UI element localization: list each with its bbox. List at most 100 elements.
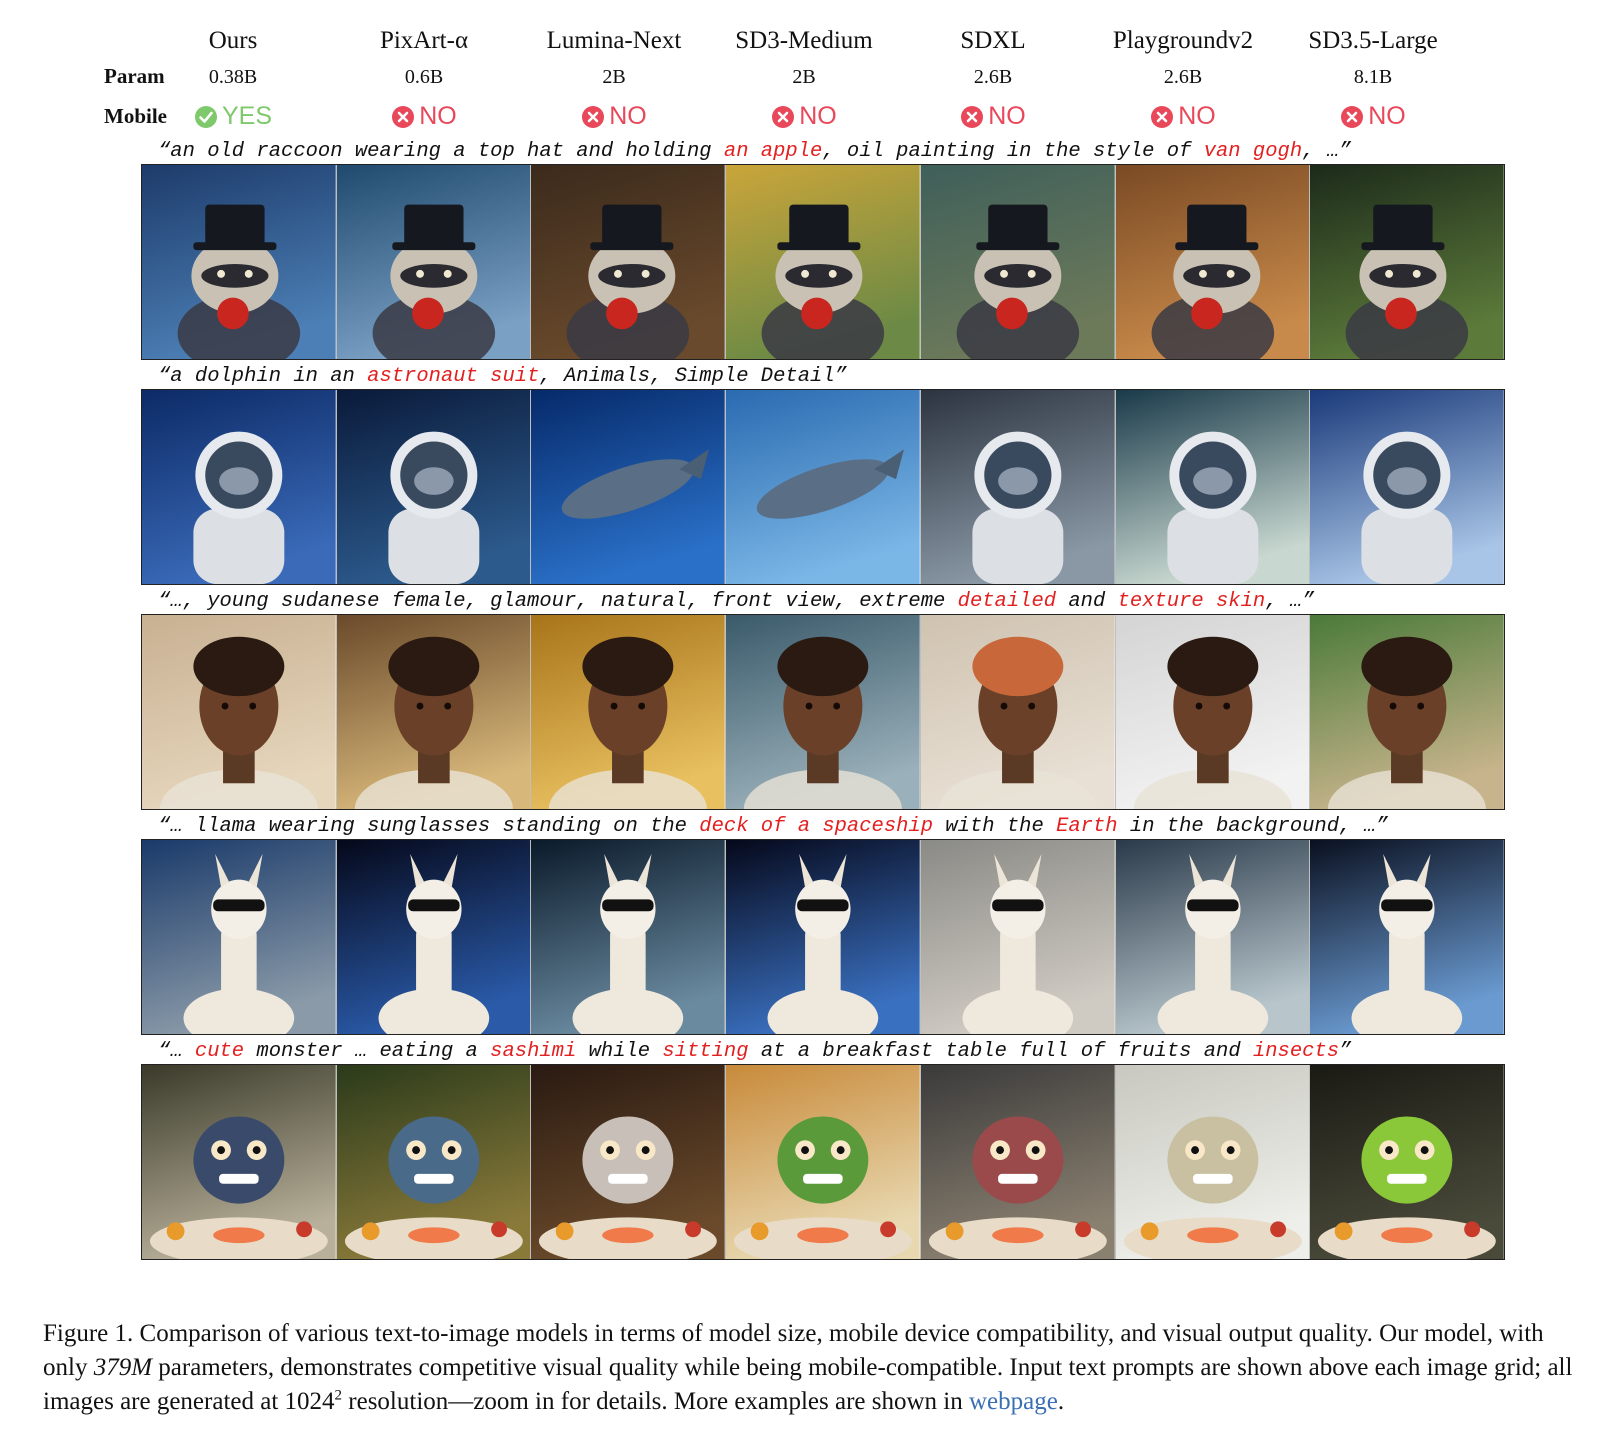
x-circle-icon bbox=[1151, 105, 1174, 128]
model-name: Lumina-Next bbox=[546, 27, 682, 54]
mobile-value-text: NO bbox=[1368, 102, 1406, 130]
raccoon-image bbox=[142, 165, 336, 359]
llama-image bbox=[336, 840, 531, 1034]
prompt-segment: and bbox=[1056, 590, 1118, 613]
generated-image bbox=[726, 1065, 921, 1259]
generated-image bbox=[1310, 390, 1505, 584]
param-value: 2.6B bbox=[1163, 66, 1203, 88]
mobile-no: NO bbox=[326, 102, 522, 131]
monster-image bbox=[1310, 1065, 1505, 1259]
prompt-segment: “an old raccoon wearing a top hat and ho… bbox=[158, 140, 724, 163]
prompt-keyword: van gogh bbox=[1203, 140, 1303, 163]
caption-text-1: Figure 1. Comparison of various text-to-… bbox=[43, 1320, 1544, 1381]
prompt-text: “… cute monster … eating a sashimi while… bbox=[158, 1040, 1558, 1066]
portrait-image bbox=[531, 615, 726, 809]
monster-image bbox=[336, 1065, 531, 1259]
param-label: Param bbox=[104, 64, 165, 88]
prompt-segment: , oil painting in the style of bbox=[822, 140, 1204, 163]
llama-image bbox=[1115, 840, 1310, 1034]
prompt-keyword: texture skin bbox=[1117, 590, 1266, 613]
raccoon-image bbox=[1310, 165, 1505, 359]
dolphin-image bbox=[336, 390, 531, 584]
generated-image bbox=[920, 840, 1116, 1034]
image-row-raccoon bbox=[141, 164, 1505, 360]
llama-image bbox=[726, 840, 920, 1034]
image-row-llama bbox=[141, 839, 1505, 1035]
generated-image bbox=[531, 840, 727, 1034]
llama-image bbox=[531, 840, 726, 1034]
model-name: SD3-Medium bbox=[735, 27, 873, 54]
model-name: SDXL bbox=[960, 27, 1026, 54]
generated-image bbox=[531, 165, 727, 359]
generated-image bbox=[142, 1065, 337, 1259]
prompt-keyword: an apple bbox=[723, 140, 823, 163]
prompt-keyword: Earth bbox=[1056, 815, 1118, 838]
figure-caption: Figure 1. Comparison of various text-to-… bbox=[43, 1317, 1573, 1419]
param-value: 2B bbox=[792, 66, 816, 88]
prompt-text: “a dolphin in an astronaut suit, Animals… bbox=[158, 365, 1558, 391]
generated-image bbox=[1310, 615, 1505, 809]
generated-image bbox=[1115, 840, 1311, 1034]
param-value: 2B bbox=[602, 66, 626, 88]
prompt-keyword: insects bbox=[1252, 1040, 1340, 1063]
mobile-no: NO bbox=[516, 102, 712, 131]
generated-image bbox=[726, 165, 921, 359]
mobile-value-text: NO bbox=[419, 102, 457, 130]
prompt-segment: , …” bbox=[1302, 140, 1352, 163]
mobile-value-text: NO bbox=[988, 102, 1026, 130]
model-name: Ours bbox=[208, 27, 258, 54]
dolphin-image bbox=[920, 390, 1115, 584]
monster-image bbox=[726, 1065, 920, 1259]
x-circle-icon bbox=[582, 105, 605, 128]
generated-image bbox=[142, 390, 337, 584]
generated-image bbox=[336, 1065, 532, 1259]
generated-image bbox=[531, 1065, 727, 1259]
mobile-yes: YES bbox=[135, 102, 331, 131]
generated-image bbox=[920, 1065, 1116, 1259]
generated-image bbox=[1115, 390, 1311, 584]
generated-image bbox=[142, 165, 337, 359]
raccoon-image bbox=[726, 165, 920, 359]
caption-text-4: . bbox=[1057, 1388, 1065, 1415]
x-circle-icon bbox=[961, 105, 984, 128]
portrait-image bbox=[1115, 615, 1310, 809]
prompt-text: “… llama wearing sunglasses standing on … bbox=[158, 815, 1558, 841]
mobile-value-text: NO bbox=[799, 102, 837, 130]
prompt-segment: while bbox=[576, 1040, 663, 1063]
prompt-text: “…, young sudanese female, glamour, natu… bbox=[158, 590, 1558, 616]
prompt-segment: “… llama wearing sunglasses standing on … bbox=[158, 815, 700, 838]
generated-image bbox=[726, 615, 921, 809]
x-circle-icon bbox=[1341, 105, 1364, 128]
prompt-segment: at a breakfast table full of fruits and bbox=[748, 1040, 1253, 1063]
prompt-keyword: detailed bbox=[957, 590, 1057, 613]
generated-image bbox=[336, 615, 532, 809]
generated-image bbox=[1115, 1065, 1311, 1259]
raccoon-image bbox=[920, 165, 1115, 359]
mobile-value-text: NO bbox=[609, 102, 647, 130]
model-name: Playgroundv2 bbox=[1112, 27, 1254, 54]
dolphin-image bbox=[1310, 390, 1505, 584]
monster-image bbox=[920, 1065, 1115, 1259]
llama-image bbox=[142, 840, 336, 1034]
generated-image bbox=[1310, 1065, 1505, 1259]
portrait-image bbox=[920, 615, 1115, 809]
check-circle-icon bbox=[194, 105, 217, 128]
x-circle-icon bbox=[392, 105, 415, 128]
webpage-link[interactable]: webpage bbox=[968, 1388, 1058, 1415]
generated-image bbox=[142, 615, 337, 809]
mobile-no: NO bbox=[1275, 102, 1471, 131]
generated-image bbox=[920, 165, 1116, 359]
param-value: 8.1B bbox=[1353, 66, 1393, 88]
prompt-segment: with the bbox=[933, 815, 1057, 838]
generated-image bbox=[336, 165, 532, 359]
raccoon-image bbox=[336, 165, 531, 359]
generated-image bbox=[336, 390, 532, 584]
generated-image bbox=[1310, 165, 1505, 359]
prompt-segment: , …” bbox=[1265, 590, 1315, 613]
monster-image bbox=[1115, 1065, 1310, 1259]
generated-image bbox=[920, 615, 1116, 809]
dolphin-image bbox=[1115, 390, 1310, 584]
raccoon-image bbox=[1115, 165, 1310, 359]
dolphin-image bbox=[531, 390, 726, 584]
generated-image bbox=[142, 840, 337, 1034]
